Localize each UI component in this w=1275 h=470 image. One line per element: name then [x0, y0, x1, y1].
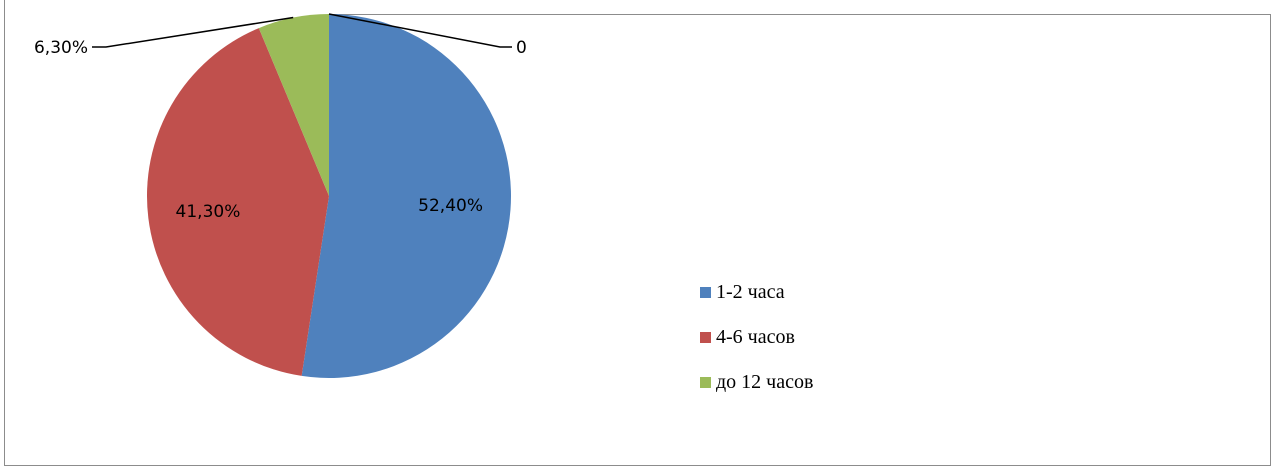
- data-label-1-2-hours: 52,40%: [418, 196, 483, 216]
- slice-1-2-hours: [301, 14, 512, 379]
- pie-slices: [146, 13, 512, 379]
- legend-item-4-6-hours: 4-6 часов: [700, 315, 813, 360]
- legend-swatch: [700, 377, 711, 388]
- legend-label: до 12 часов: [716, 371, 814, 393]
- legend: 1-2 часа 4-6 часов до 12 часов: [700, 270, 813, 405]
- data-labels: 52,40% 41,30% 6,30% 0: [34, 38, 527, 222]
- legend-swatch: [700, 332, 711, 343]
- data-label-zero: 0: [516, 38, 527, 58]
- chart-frame: [4, 0, 1271, 466]
- chart-frame-top: [330, 14, 1271, 15]
- legend-item-1-2-hours: 1-2 часа: [700, 270, 813, 315]
- chart-frame-right: [1270, 14, 1271, 466]
- slice-4-6-hours: [146, 28, 329, 376]
- leader-line-up-to-12-hours: [92, 16, 294, 48]
- legend-label: 4-6 часов: [716, 326, 795, 348]
- legend-swatch: [700, 287, 711, 298]
- data-label-up-to-12-hours: 6,30%: [34, 38, 88, 58]
- legend-label: 1-2 часа: [716, 281, 785, 303]
- leader-line-zero: [328, 13, 512, 48]
- slice-up-to-12-hours: [258, 13, 329, 196]
- legend-item-up-to-12-hours: до 12 часов: [700, 360, 813, 405]
- data-label-4-6-hours: 41,30%: [176, 202, 241, 222]
- leader-lines: [92, 13, 512, 48]
